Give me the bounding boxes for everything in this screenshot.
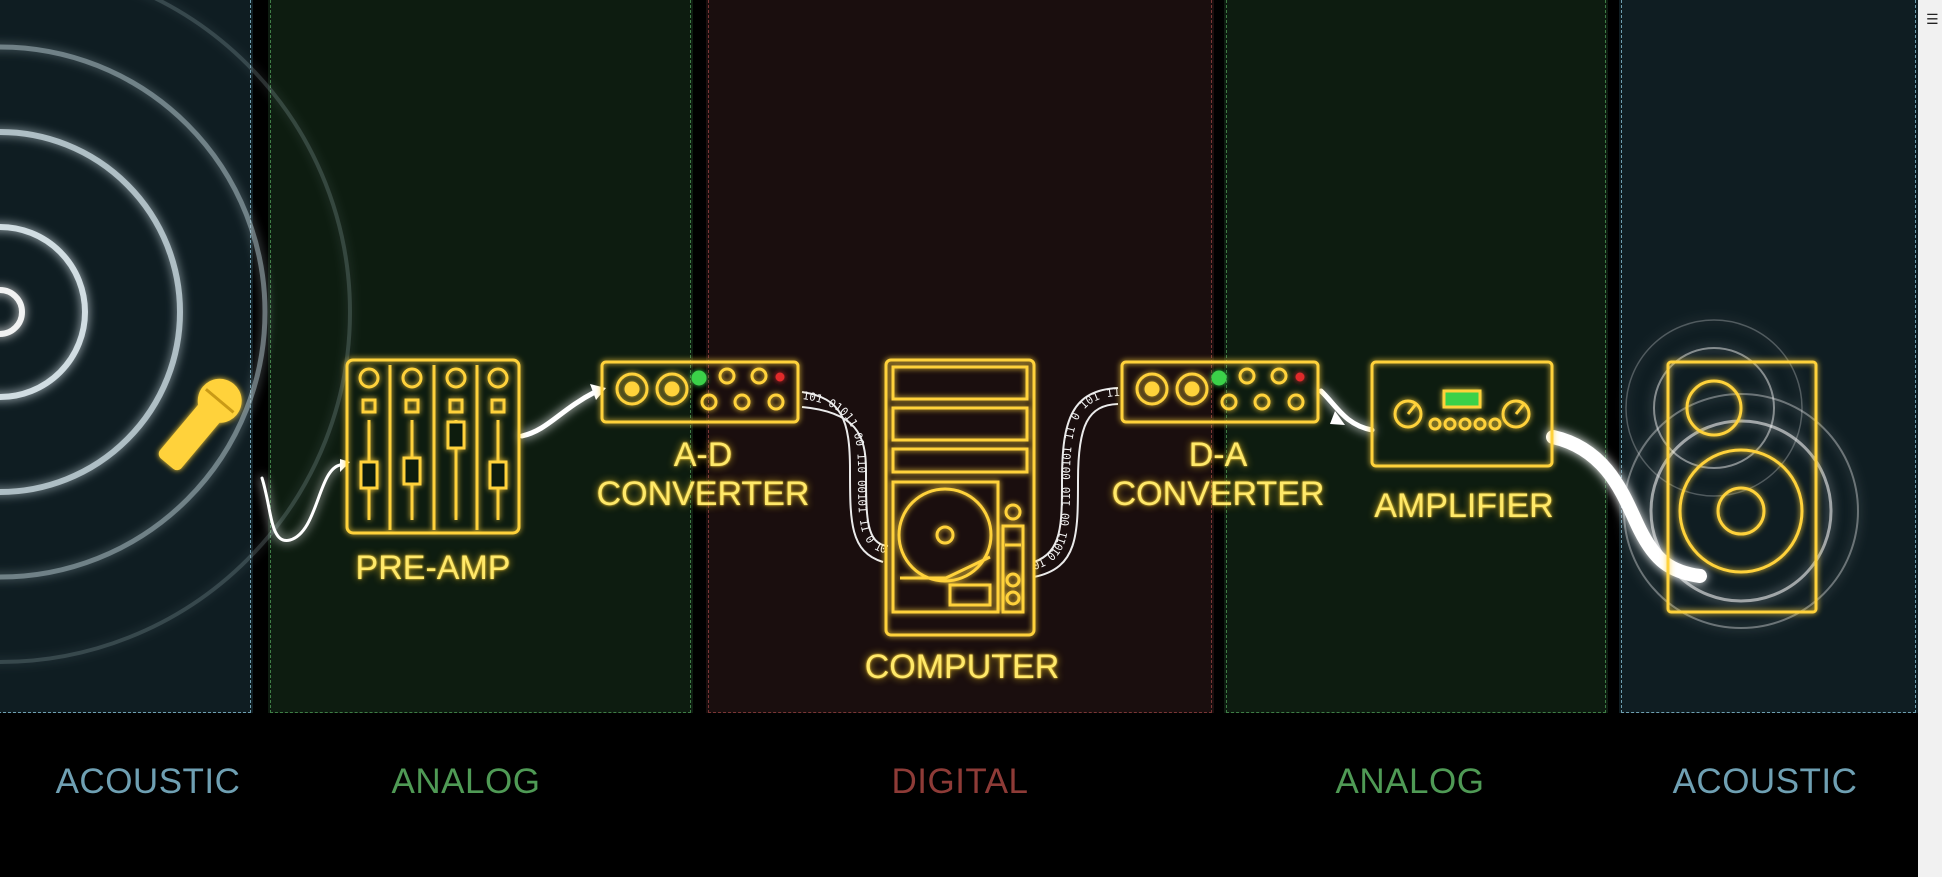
amplifier-label: AMPLIFIER [1374, 487, 1554, 525]
binary-stream-right: 01 01011 00 110 00101 11 0 101 11 00 [0, 0, 1120, 573]
zone-label-analog-left: ANALOG [391, 762, 541, 801]
mixer-icon [345, 358, 521, 535]
zone-acoustic-left [0, 0, 253, 713]
zone-label-digital: DIGITAL [891, 762, 1029, 801]
zone-label-analog-right: ANALOG [1335, 762, 1485, 801]
microphone-icon [158, 378, 242, 471]
zone-label-acoustic-left: ACOUSTIC [55, 762, 241, 801]
menu-icon[interactable]: ☰ [1926, 12, 1939, 28]
zone-analog-right [1224, 0, 1608, 713]
amplifier-icon [1370, 360, 1554, 468]
speaker-icon [1666, 360, 1818, 614]
zone-analog-left [268, 0, 693, 713]
sound-waves-icon [0, 0, 352, 664]
computer-label: COMPUTER [864, 648, 1060, 686]
da-converter-label-line1: D-A [1188, 436, 1248, 474]
side-scrollbar[interactable] [1918, 0, 1942, 877]
speaker-waves [1623, 319, 1859, 629]
ad-converter-label: A-D CONVERTER [597, 436, 810, 514]
converter-icon [1120, 360, 1320, 424]
preamp-label: PRE-AMP [355, 549, 511, 587]
zone-label-acoustic-right: ACOUSTIC [1672, 762, 1858, 801]
computer-icon [884, 358, 1036, 637]
ad-converter-label-line2: CONVERTER [596, 475, 810, 513]
converter-icon [600, 360, 800, 424]
ad-converter-label-line1: A-D [673, 436, 733, 474]
da-converter-label-line2: CONVERTER [1111, 475, 1325, 513]
da-converter-label: D-A CONVERTER [1112, 436, 1325, 514]
